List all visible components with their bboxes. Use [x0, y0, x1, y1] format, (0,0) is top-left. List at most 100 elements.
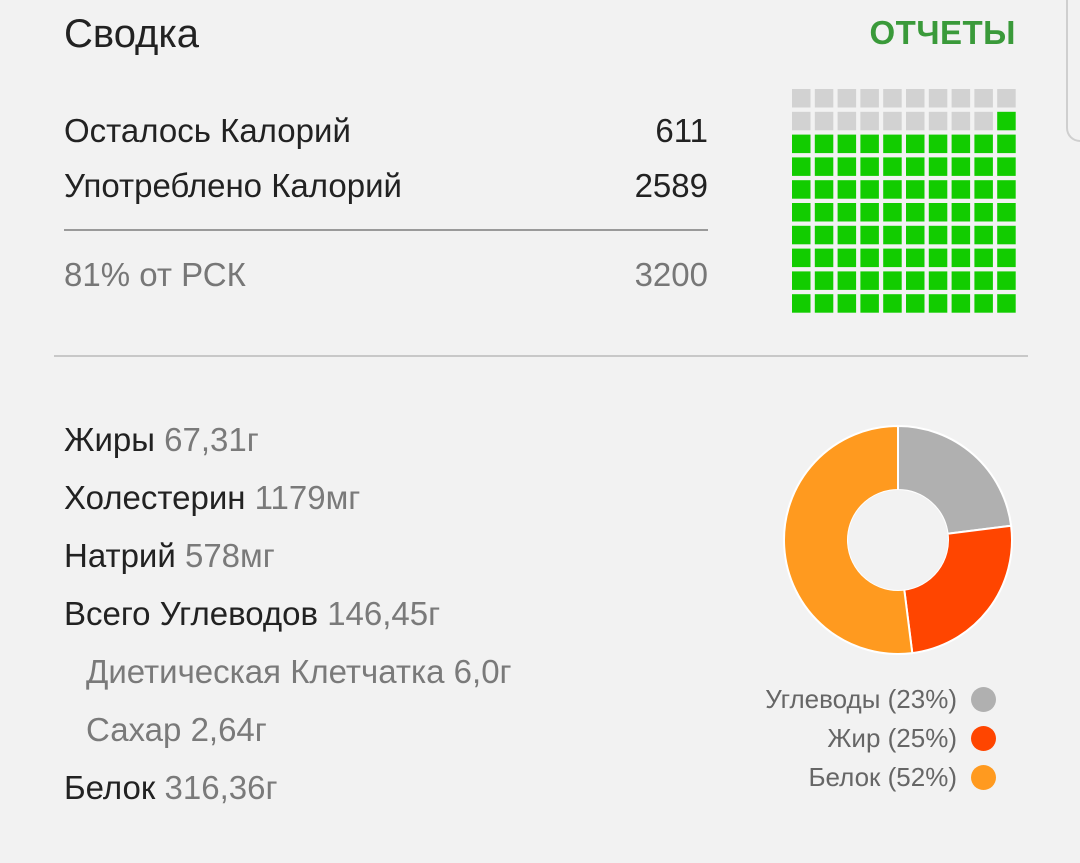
waffle-cell-filled [792, 203, 811, 222]
nutrient-list: Жиры 67,31г Холестерин 1179мг Натрий 578мг… [64, 418, 512, 824]
legend-dot-icon [971, 726, 996, 751]
waffle-cell-filled [837, 294, 857, 313]
nutrient-value: 6,0г [453, 653, 512, 690]
reports-button[interactable]: ОТЧЕТЫ [869, 14, 1016, 51]
waffle-cell-empty [997, 89, 1016, 108]
legend-item: Жир (25%) [765, 719, 996, 758]
waffle-cell-empty [837, 111, 857, 131]
waffle-cell-filled [974, 294, 993, 313]
waffle-cell-filled [860, 157, 879, 176]
waffle-cell-filled [997, 180, 1016, 199]
waffle-cell-filled [837, 271, 857, 290]
legend-item: Углеводы (23%) [765, 680, 996, 719]
waffle-cell-filled [928, 225, 948, 245]
waffle-cell-filled [883, 203, 902, 222]
nutrient-value: 67,31г [164, 421, 259, 458]
waffle-cell-filled [906, 157, 925, 176]
nutrient-label: Белок [64, 769, 156, 806]
section-divider [54, 355, 1028, 357]
waffle-cell-filled [997, 203, 1016, 222]
waffle-cell-filled [860, 225, 879, 245]
waffle-cell-empty [951, 89, 971, 108]
waffle-cell-filled [860, 248, 879, 268]
waffle-cell-filled [860, 203, 879, 222]
waffle-cell-filled [951, 157, 971, 176]
nutrient-label: Всего Углеводов [64, 595, 319, 632]
waffle-cell-filled [837, 248, 857, 268]
nutrient-row: Сахар 2,64г [64, 708, 512, 766]
waffle-cell-empty [883, 89, 902, 108]
waffle-cell-filled [951, 271, 971, 290]
waffle-cell-filled [974, 203, 993, 222]
waffle-cell-filled [906, 225, 925, 245]
nutrient-row: Всего Углеводов 146,45г [64, 592, 512, 650]
waffle-cell-filled [906, 248, 925, 268]
nutrient-row: Белок 316,36г [64, 766, 512, 824]
waffle-cell-filled [837, 203, 857, 222]
calorie-goal-row: 81% от РСК 3200 [64, 256, 708, 294]
calories-remaining-row: Осталось Калорий 611 [64, 112, 708, 150]
calories-divider [64, 229, 708, 231]
goal-percent-label: 81% от РСК [64, 256, 246, 293]
waffle-cell-filled [906, 180, 925, 199]
waffle-cell-filled [883, 294, 902, 313]
waffle-cell-empty [860, 89, 879, 108]
macro-legend: Углеводы (23%) Жир (25%) Белок (52%) [765, 680, 996, 797]
waffle-cell-filled [837, 157, 857, 176]
nutrient-row: Жиры 67,31г [64, 418, 512, 476]
calorie-goal-value: 3200 [634, 256, 708, 293]
waffle-cell-empty [974, 89, 993, 108]
waffle-cell-empty [951, 111, 971, 131]
waffle-cell-filled [792, 180, 811, 199]
waffle-cell-filled [792, 294, 811, 313]
waffle-cell-empty [928, 111, 948, 131]
waffle-cell-empty [928, 89, 948, 108]
waffle-cell-filled [928, 203, 948, 222]
waffle-cell-filled [883, 157, 902, 176]
waffle-cell-filled [860, 180, 879, 199]
legend-label: Углеводы (23%) [765, 684, 957, 714]
nutrient-value: 316,36г [164, 769, 278, 806]
waffle-cell-filled [928, 294, 948, 313]
calorie-waffle-chart [792, 89, 1018, 315]
nutrient-value: 1179мг [254, 479, 361, 516]
waffle-cell-filled [860, 271, 879, 290]
waffle-cell-filled [837, 225, 857, 245]
calories-consumed-label: Употреблено Калорий [64, 167, 402, 204]
waffle-cell-filled [837, 134, 857, 154]
waffle-cell-filled [951, 248, 971, 268]
waffle-cell-filled [974, 248, 993, 268]
waffle-cell-filled [928, 180, 948, 199]
waffle-cell-filled [792, 134, 811, 154]
waffle-cell-filled [997, 111, 1016, 131]
waffle-cell-empty [792, 89, 811, 108]
waffle-cell-filled [928, 271, 948, 290]
calories-remaining-value: 611 [655, 112, 708, 149]
nutrient-value: 578мг [184, 537, 275, 574]
waffle-cell-empty [974, 111, 993, 131]
nutrient-label: Холестерин [64, 479, 246, 516]
waffle-cell-filled [974, 225, 993, 245]
summary-title: Сводка [64, 12, 200, 56]
waffle-cell-filled [997, 248, 1016, 268]
waffle-cell-filled [814, 248, 834, 268]
waffle-cell-filled [883, 225, 902, 245]
waffle-cell-filled [974, 271, 993, 290]
waffle-cell-filled [792, 225, 811, 245]
nutrient-row: Холестерин 1179мг [64, 476, 512, 534]
waffle-cell-filled [814, 134, 834, 154]
legend-label: Жир (25%) [827, 723, 957, 753]
calories-consumed-row: Употреблено Калорий 2589 [64, 167, 708, 205]
waffle-cell-filled [860, 294, 879, 313]
nutrient-label: Жиры [64, 421, 155, 458]
waffle-cell-filled [837, 180, 857, 199]
waffle-cell-filled [906, 203, 925, 222]
waffle-cell-filled [883, 134, 902, 154]
calories-remaining-label: Осталось Калорий [64, 112, 351, 149]
waffle-cell-filled [997, 294, 1016, 313]
waffle-cell-filled [814, 157, 834, 176]
nutrient-label: Диетическая Клетчатка [86, 653, 445, 690]
waffle-cell-filled [997, 157, 1016, 176]
calories-consumed-value: 2589 [634, 167, 708, 204]
